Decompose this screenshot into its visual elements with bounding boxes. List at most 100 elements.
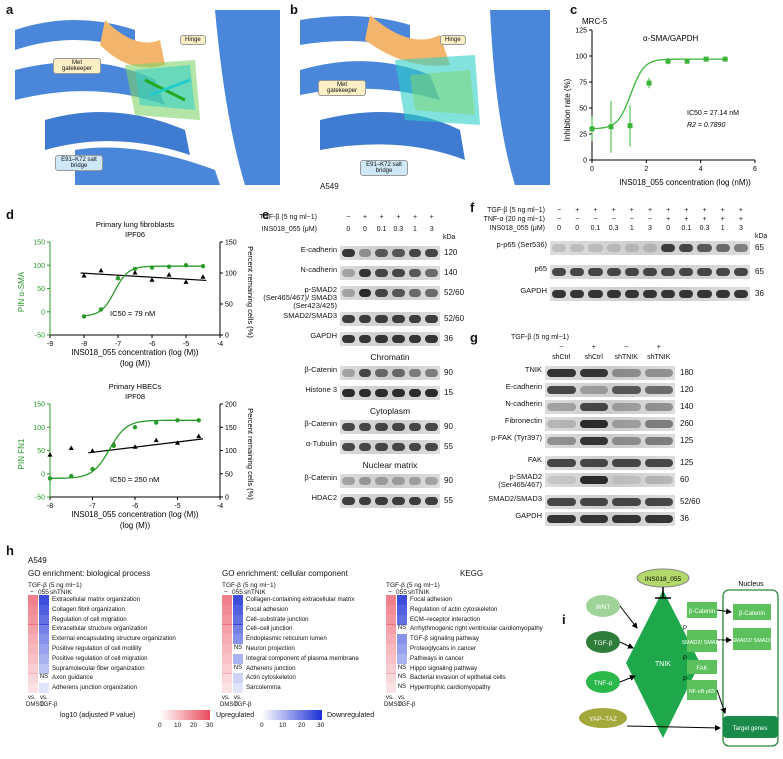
h-cell-down <box>397 634 407 645</box>
h-term: Axon guidance <box>52 674 93 682</box>
g-row-kda: 36 <box>680 514 689 523</box>
chart-c-ylabel: Inhibition rate (%) <box>563 78 572 141</box>
g-blot-band <box>644 437 673 445</box>
h-term: Cell–substrate junction <box>246 615 309 623</box>
g-blot-band <box>547 515 576 523</box>
d-fit-curve <box>50 419 199 479</box>
f-row-label: GAPDH <box>520 286 547 295</box>
h-term: Positive regulation of cell migration <box>52 654 148 662</box>
d-point <box>166 264 172 269</box>
e-ins-val: 0.1 <box>376 226 387 233</box>
e-blot-band <box>358 477 372 485</box>
h-cell-up <box>386 624 396 635</box>
i-fak: FAK <box>696 666 707 672</box>
chart-d-top-xlabel-unit: (log (M)) <box>120 359 151 368</box>
h-cell-down <box>233 595 243 605</box>
d-y2tick-label: 50 <box>225 471 233 478</box>
h-cell-up <box>386 595 396 605</box>
e-row-label: β-Catenin <box>304 365 337 374</box>
c-xtick-label: 6 <box>753 166 757 173</box>
e-row-label: p-SMAD2 (Ser465/467)/ SMAD3 (Ser423/425) <box>263 285 337 310</box>
chart-c-plot: 0 2 4 6 0 25 50 75 100 125 <box>575 28 757 174</box>
panel-h-label: h <box>6 543 14 558</box>
c-ytick-label: 125 <box>575 28 587 35</box>
e-blot-band <box>375 269 388 277</box>
g-row-kda: 140 <box>680 402 694 411</box>
wnt-arrow <box>619 605 638 629</box>
e-blot-band <box>425 497 438 505</box>
g-blot-band <box>579 498 608 506</box>
g-blot-band <box>644 459 673 467</box>
e-blot-band <box>358 497 372 505</box>
chart-c-ic50: IC50 = 27.14 nM <box>687 110 739 117</box>
met-gatekeeper-label-a: Met gatekeeper <box>53 58 101 74</box>
e-tgf-val: + <box>412 214 418 221</box>
f-tnf-val: + <box>738 216 743 223</box>
h-term: Regulation of cell migration <box>52 615 127 623</box>
i-yap: YAP–TAZ <box>589 716 617 723</box>
h-col-sh: shTNIK <box>244 589 266 596</box>
f-blot-band <box>733 244 748 252</box>
h-term: Adherens junction <box>246 664 296 672</box>
g-tgf-val: − <box>559 344 564 351</box>
d-y2tick-label: 200 <box>225 402 237 409</box>
h-dmso: DMSO <box>220 702 238 708</box>
h-cell-up <box>28 624 38 635</box>
protein-structure-b <box>300 10 550 185</box>
h-cell-up <box>222 683 232 694</box>
h-legend-up-tick: 0 <box>158 722 162 729</box>
d-viability-point <box>90 448 95 453</box>
e-blot <box>340 386 440 400</box>
d-point <box>183 263 189 268</box>
g-blot-band <box>579 515 608 523</box>
g-row-kda: 52/60 <box>680 497 701 506</box>
e-row-label: HDAC2 <box>311 493 337 502</box>
g-blot-band <box>644 476 673 484</box>
d-point <box>81 314 87 319</box>
i-p-fak: P <box>683 656 687 662</box>
h-term: Hippo signaling pathway <box>410 664 478 672</box>
hinge-label-a: Hinge <box>180 35 206 45</box>
h-legend-up-bar <box>160 710 210 720</box>
e-blot-band <box>342 477 355 485</box>
h-term: Integral component of plasma membrane <box>246 654 359 662</box>
g-blot-band <box>547 437 576 445</box>
h-term: Sarcolemma <box>246 684 281 692</box>
i-tgf: TGF-β <box>594 640 613 647</box>
f-tgf-val: + <box>611 207 616 214</box>
e-blot-band <box>375 389 388 397</box>
f-blot-band <box>588 268 603 276</box>
h-cell-up <box>222 604 232 615</box>
d-xtick-label: -8 <box>47 503 53 510</box>
h-col-sh: shTNIK <box>50 589 72 596</box>
g-blot-band <box>612 476 641 484</box>
h-cell-down <box>233 634 243 645</box>
smad-box <box>687 630 717 652</box>
d-xtick-label: -6 <box>132 503 138 510</box>
f-tgf-val: + <box>575 207 580 214</box>
h-dmso: DMSO <box>384 702 402 708</box>
e-row-label: E-cadherin <box>300 245 337 254</box>
e-blot-band <box>392 289 405 297</box>
e-blot <box>340 366 440 380</box>
e-row-kda: 90 <box>444 422 453 431</box>
chart-d-bottom-xlabel: INS018_055 concentration (log (M)) <box>71 510 199 519</box>
f-blot-band <box>570 268 585 276</box>
h-vs-2: vs. <box>40 695 48 701</box>
chart-d-bottom-ylabel: PIN FN1 <box>17 438 26 469</box>
f-ins-val: 3 <box>738 225 743 232</box>
f-row-label: p-p65 (Ser536) <box>496 240 547 249</box>
h-cell-up <box>386 634 396 645</box>
panel-d-label: d <box>6 207 14 222</box>
f-ins-val: 1 <box>720 225 725 232</box>
d-viability-point <box>98 267 104 273</box>
h-cell-up <box>386 614 396 625</box>
h-term: Bacterial invasion of epithelial cells <box>410 674 506 682</box>
h-cell-down <box>397 604 407 615</box>
h-cell-up <box>222 634 232 645</box>
e-ins-val: 1 <box>413 226 417 233</box>
met-gatekeeper-label-b: Met gatekeeper <box>318 80 366 96</box>
e-blot-band <box>342 369 355 377</box>
f-row-kda: 36 <box>755 289 764 298</box>
chart-c-cell: MRC-5 <box>582 17 608 26</box>
